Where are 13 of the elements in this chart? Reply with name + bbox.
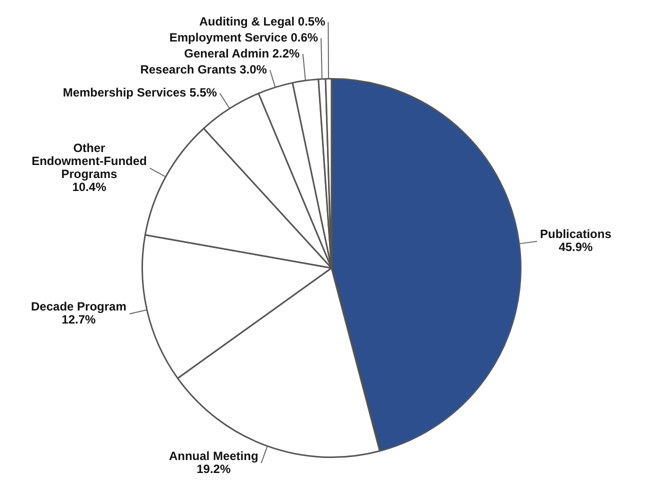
slice-label: Research Grants 3.0% — [140, 62, 268, 76]
slice-label: Auditing & Legal 0.5% — [199, 14, 326, 28]
slice-label: Decade Program — [31, 300, 126, 314]
slice-label: Employment Service 0.6% — [169, 30, 318, 44]
data-label: 19.2% — [196, 462, 231, 476]
slice-label: Membership Services 5.5% — [62, 86, 218, 100]
slice-label: Other Endowment-Funded Programs — [32, 140, 147, 181]
slice-label: Annual Meeting — [168, 448, 258, 463]
data-label: 12.7% — [62, 312, 96, 327]
slice-label: Publications — [540, 227, 612, 242]
data-label: 45.9% — [558, 240, 594, 254]
data-label: 10.4% — [72, 180, 107, 194]
slice-label: General Admin 2.2% — [184, 46, 300, 60]
